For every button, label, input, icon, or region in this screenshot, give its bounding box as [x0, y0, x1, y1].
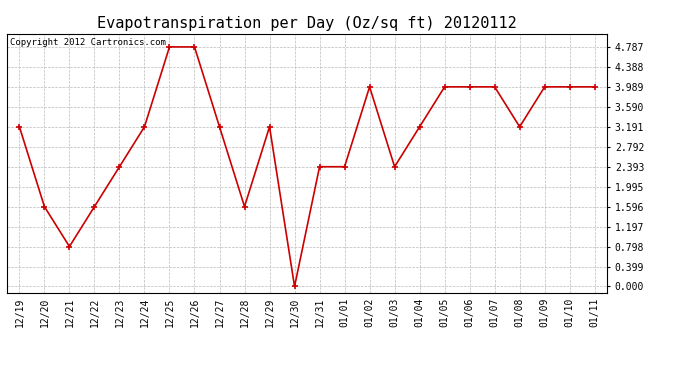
Text: Copyright 2012 Cartronics.com: Copyright 2012 Cartronics.com — [10, 38, 166, 46]
Title: Evapotranspiration per Day (Oz/sq ft) 20120112: Evapotranspiration per Day (Oz/sq ft) 20… — [97, 16, 517, 31]
